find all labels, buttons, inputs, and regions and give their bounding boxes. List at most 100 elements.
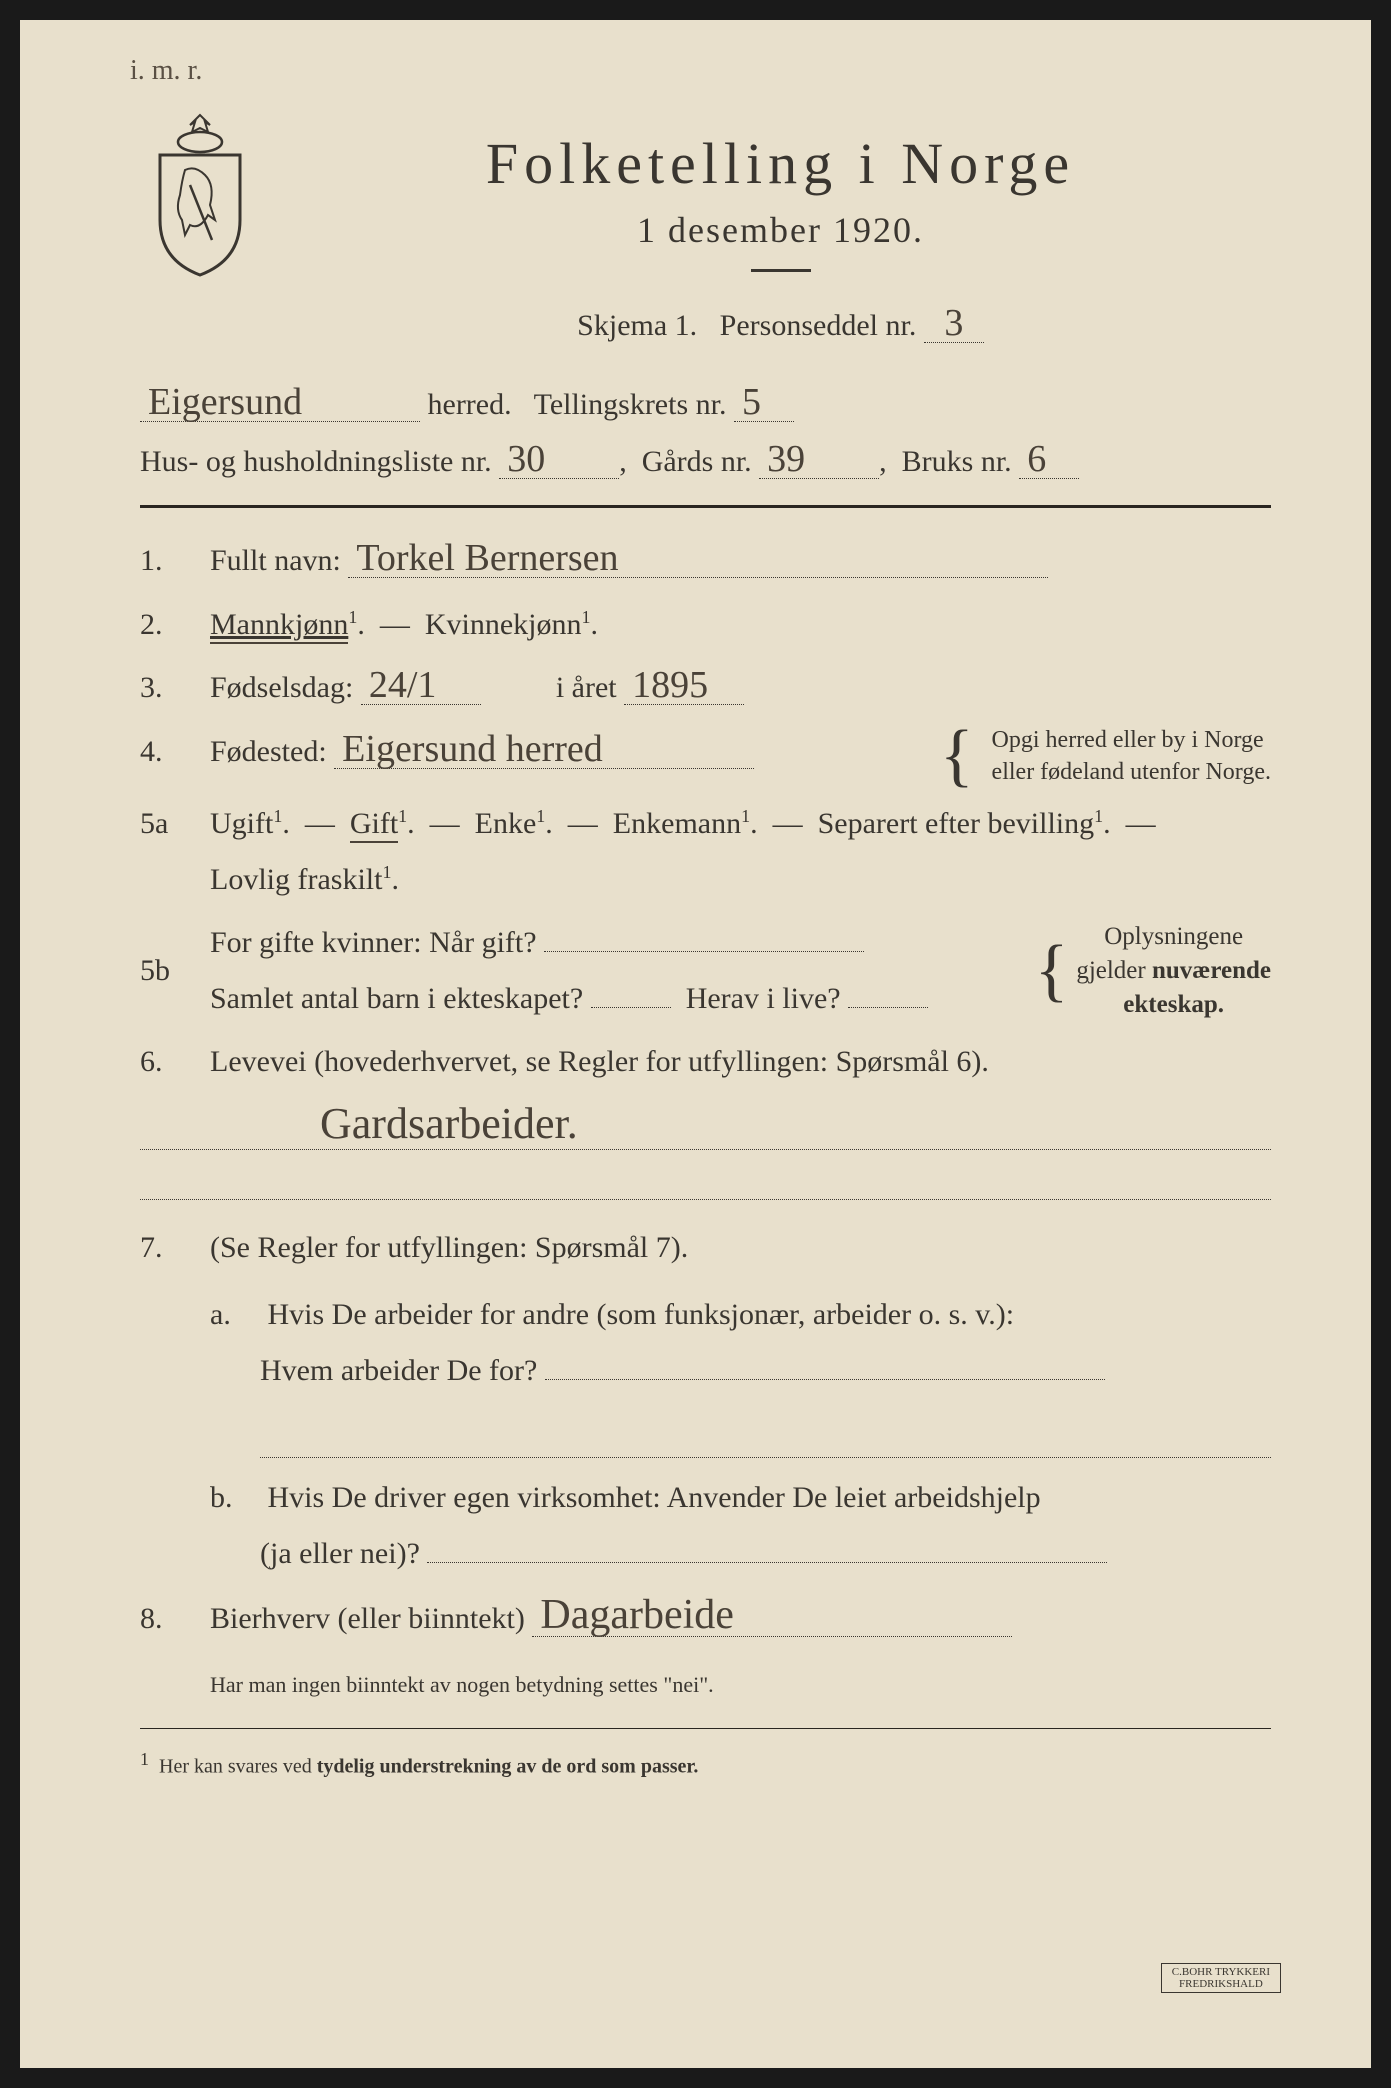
- q5a-opt1: Gift: [350, 807, 398, 843]
- person-nr: 3: [924, 304, 984, 343]
- q5b-blank1: [544, 951, 864, 952]
- margin-note: i. m. r.: [130, 55, 202, 87]
- q2-kvinne: Kvinnekjønn: [425, 608, 582, 641]
- q5a-opt5: Lovlig fraskilt: [210, 863, 382, 896]
- krets-nr: 5: [734, 383, 794, 422]
- q7a-blank: [545, 1379, 1105, 1380]
- q4-note2: eller fødeland utenfor Norge.: [992, 756, 1271, 788]
- footnote2: 1 Her kan svares ved tydelig understrekn…: [140, 1749, 1271, 1779]
- coat-of-arms-icon: [140, 110, 260, 280]
- q7a-letter: a.: [210, 1287, 260, 1343]
- brace-icon: {: [940, 728, 974, 784]
- q5b-side2-a: gjelder: [1076, 957, 1152, 984]
- q8-row: 8. Bierhverv (eller biinntekt) Dagarbeid…: [140, 1591, 1271, 1647]
- q5a-opt2: Enke: [475, 807, 537, 840]
- q5b-side: { Oplysningene gjelder nuværende ekteska…: [1035, 920, 1271, 1021]
- q7-row: 7. (Se Regler for utfyllingen: Spørsmål …: [140, 1220, 1271, 1582]
- q5b-num: 5b: [140, 943, 210, 999]
- gards-nr: 39: [759, 440, 879, 479]
- q3-mid: i året: [556, 671, 617, 704]
- q5b-line2a: Samlet antal barn i ekteskapet?: [210, 982, 583, 1015]
- q5a-opt3: Enkemann: [613, 807, 741, 840]
- stamp-line2: FREDRIKSHALD: [1172, 1978, 1270, 1990]
- bruks-label: Bruks nr.: [902, 445, 1012, 478]
- q4-value: Eigersund herred: [334, 730, 754, 769]
- q3-num: 3.: [140, 660, 210, 716]
- q5b-side2-b: nuværende: [1152, 957, 1271, 984]
- q7a-line2: Hvem arbeider De for?: [260, 1354, 537, 1387]
- q6-blank: [140, 1158, 1271, 1200]
- q4-note: { Opgi herred eller by i Norge eller fød…: [940, 724, 1271, 789]
- q4-label: Fødested:: [210, 735, 327, 768]
- person-label: Personseddel nr.: [720, 309, 917, 342]
- skjema-label: Skjema 1.: [577, 309, 697, 342]
- q5a-opt0: Ugift: [210, 807, 273, 840]
- meta-block: Skjema 1. Personseddel nr. 3: [290, 297, 1271, 354]
- divider-thick: [140, 505, 1271, 508]
- q5b-side3: ekteskap.: [1123, 991, 1224, 1018]
- q5b-line2b: Herav i live?: [686, 982, 841, 1015]
- q6-row: 6. Levevei (hovederhvervet, se Regler fo…: [140, 1034, 1271, 1090]
- q5b-line1: For gifte kvinner: Når gift?: [210, 926, 537, 959]
- header: Folketelling i Norge 1 desember 1920. Sk…: [140, 110, 1271, 366]
- title-block: Folketelling i Norge 1 desember 1920. Sk…: [290, 110, 1271, 366]
- q8-num: 8.: [140, 1591, 210, 1647]
- q5b-row: 5b For gifte kvinner: Når gift? Samlet a…: [140, 915, 1271, 1026]
- q7b-blank: [427, 1562, 1107, 1563]
- q8-value: Dagarbeide: [532, 1594, 1012, 1637]
- printer-stamp: C.BOHR TRYKKERI FREDRIKSHALD: [1161, 1963, 1281, 1993]
- q5a-opt4: Separert efter bevilling: [818, 807, 1095, 840]
- hus-nr: 30: [499, 440, 619, 479]
- q7a-blank2: [260, 1416, 1271, 1458]
- q2-row: 2. Mannkjønn1. — Kvinnekjønn1.: [140, 597, 1271, 653]
- q7a-line1: Hvis De arbeider for andre (som funksjon…: [268, 1298, 1015, 1331]
- liste-line: Hus- og husholdningsliste nr. 30, Gårds …: [140, 433, 1271, 490]
- q5a-num: 5a: [140, 796, 210, 907]
- q6-label: Levevei (hovederhvervet, se Regler for u…: [210, 1045, 989, 1078]
- stamp-line1: C.BOHR TRYKKERI: [1172, 1966, 1270, 1978]
- subtitle: 1 desember 1920.: [290, 209, 1271, 251]
- gards-label: Gårds nr.: [642, 445, 752, 478]
- q4-num: 4.: [140, 724, 210, 789]
- footnote1: Har man ingen biinntekt av nogen betydni…: [140, 1672, 1271, 1698]
- q1-num: 1.: [140, 533, 210, 589]
- krets-label: Tellingskrets nr.: [534, 388, 727, 421]
- census-form-page: i. m. r. Folketelling i Norge 1 desember…: [20, 20, 1371, 2068]
- q7b-line1: Hvis De driver egen virksomhet: Anvender…: [268, 1481, 1041, 1514]
- q6-value: Gardsarbeider.: [140, 1098, 1271, 1150]
- q4-note1: Opgi herred eller by i Norge: [992, 724, 1271, 756]
- divider-icon: [751, 269, 811, 272]
- q3-row: 3. Fødselsdag: 24/1 i året 1895: [140, 660, 1271, 716]
- q5a-row: 5a Ugift1. — Gift1. — Enke1. — Enkemann1…: [140, 796, 1271, 907]
- q1-row: 1. Fullt navn: Torkel Bernersen: [140, 533, 1271, 589]
- q3-label: Fødselsdag:: [210, 671, 353, 704]
- foot2-sup: 1: [140, 1749, 149, 1769]
- herred-value: Eigersund: [140, 383, 420, 422]
- bruks-nr: 6: [1019, 440, 1079, 479]
- q7-label: (Se Regler for utfyllingen: Spørsmål 7).: [210, 1220, 1271, 1276]
- q5b-blank2: [591, 1007, 671, 1008]
- brace-icon: {: [1035, 943, 1069, 999]
- q3-year: 1895: [624, 666, 744, 705]
- q7b-letter: b.: [210, 1470, 260, 1526]
- q2-num: 2.: [140, 597, 210, 653]
- main-title: Folketelling i Norge: [290, 130, 1271, 197]
- q1-label: Fullt navn:: [210, 544, 341, 577]
- q3-day: 24/1: [361, 666, 481, 705]
- skjema-line: Skjema 1. Personseddel nr. 3: [290, 297, 1271, 354]
- herred-label: herred.: [428, 388, 512, 421]
- q7b-line2: (ja eller nei)?: [260, 1537, 420, 1570]
- q6-num: 6.: [140, 1034, 210, 1090]
- q4-row: 4. Fødested: Eigersund herred { Opgi her…: [140, 724, 1271, 789]
- q8-label: Bierhverv (eller biinntekt): [210, 1602, 525, 1635]
- q7-num: 7.: [140, 1220, 210, 1582]
- q5b-blank3: [848, 1007, 928, 1008]
- hus-label: Hus- og husholdningsliste nr.: [140, 445, 492, 478]
- q5b-side1: Oplysningene: [1076, 920, 1271, 954]
- divider-thin: [140, 1728, 1271, 1729]
- foot2-b: tydelig understrekning av de ord som pas…: [317, 1755, 699, 1777]
- q1-value: Torkel Bernersen: [348, 539, 1048, 578]
- foot2-a: Her kan svares ved: [159, 1755, 317, 1777]
- herred-line: Eigersund herred. Tellingskrets nr. 5: [140, 376, 1271, 433]
- q2-mann: Mannkjønn: [210, 608, 348, 644]
